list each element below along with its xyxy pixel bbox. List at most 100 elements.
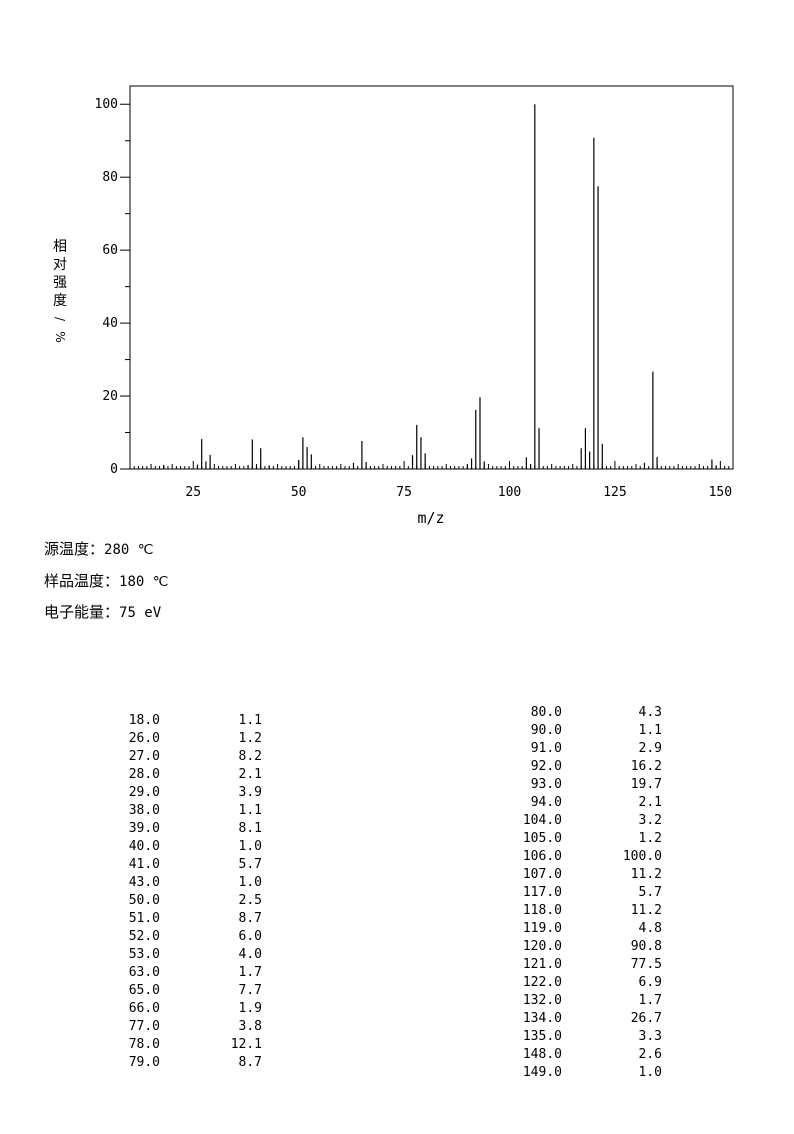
peak-abundance-value: 2.9: [638, 741, 662, 756]
peak-abundance-value: 77.5: [630, 957, 662, 972]
peak-mz-value: 122.0: [522, 975, 562, 990]
peak-table-row: 28.0 2.1: [110, 766, 270, 784]
peak-table-right: 80.0 4.3 90.0 1.1 91.0 2.9 92.0 16.2 93.0 19.7 94.…: [500, 704, 670, 1082]
peak-abundance-value: 19.7: [630, 777, 662, 792]
peak-table-row: 65.0 7.7: [110, 982, 270, 1000]
peak-abundance-value: 3.3: [638, 1029, 662, 1044]
peak-table-row: 43.0 1.0: [110, 874, 270, 892]
peak-table-row: 38.0 1.1: [110, 802, 270, 820]
peak-mz-value: 53.0: [128, 947, 160, 962]
peak-table-row: 78.0 12.1: [110, 1036, 270, 1054]
peak-table-row: 40.0 1.0: [110, 838, 270, 856]
sample-temperature: 样品温度：180 ℃: [44, 570, 168, 591]
peak-table-row: 120.0 90.8: [500, 938, 670, 956]
peak-mz-value: 148.0: [522, 1047, 562, 1062]
peak-abundance-value: 1.2: [638, 831, 662, 846]
peak-table-row: 66.0 1.9: [110, 1000, 270, 1018]
peak-table-row: 118.0 11.2: [500, 902, 670, 920]
peak-abundance-value: 8.1: [238, 821, 262, 836]
peak-mz-value: 134.0: [522, 1011, 562, 1026]
y-axis-label-char: 对: [53, 257, 67, 273]
peak-mz-value: 91.0: [530, 741, 562, 756]
peak-mz-value: 106.0: [522, 849, 562, 864]
y-tick-label: 60: [102, 243, 118, 258]
mass-spectrum-chart: 25 50 75 100 125 150 0 20 40 60 80 100 m/z: [95, 85, 734, 527]
peak-abundance-value: 5.7: [638, 885, 662, 900]
peak-table-row: 18.0 1.1: [110, 712, 270, 730]
peak-mz-value: 18.0: [128, 713, 160, 728]
peak-table-row: 26.0 1.2: [110, 730, 270, 748]
peak-abundance-value: 1.1: [638, 723, 662, 738]
peak-mz-value: 50.0: [128, 893, 160, 908]
peak-mz-value: 117.0: [522, 885, 562, 900]
peak-table-row: 79.0 8.7: [110, 1054, 270, 1072]
peak-lines: [163, 104, 717, 469]
peak-mz-value: 107.0: [522, 867, 562, 882]
x-tick-label: 75: [396, 485, 412, 500]
peak-abundance-value: 11.2: [630, 867, 662, 882]
peak-mz-value: 132.0: [522, 993, 562, 1008]
peak-abundance-value: 1.7: [238, 965, 262, 980]
x-tick-label: 50: [291, 485, 307, 500]
x-tick-label: 150: [709, 485, 732, 500]
peak-table-row: 29.0 3.9: [110, 784, 270, 802]
peak-table-row: 107.0 11.2: [500, 866, 670, 884]
peak-table-row: 134.0 26.7: [500, 1010, 670, 1028]
peak-table-row: 93.0 19.7: [500, 776, 670, 794]
x-minor-ticks: [129, 461, 734, 469]
peak-mz-value: 43.0: [128, 875, 160, 890]
peak-mz-value: 66.0: [128, 1001, 160, 1016]
peak-table-row: 92.0 16.2: [500, 758, 670, 776]
peak-abundance-value: 2.6: [638, 1047, 662, 1062]
electron-energy: 电子能量：75 eV: [44, 601, 161, 622]
peak-mz-value: 40.0: [128, 839, 160, 854]
peak-table-left: 18.0 1.1 26.0 1.2 27.0 8.2 28.0 2.1 29.0 3.9 38.0 1…: [110, 712, 270, 1072]
peak-mz-value: 28.0: [128, 767, 160, 782]
peak-abundance-value: 26.7: [630, 1011, 662, 1026]
peak-abundance-value: 6.0: [238, 929, 262, 944]
peak-abundance-value: 2.1: [238, 767, 262, 782]
peak-table-row: 132.0 1.7: [500, 992, 670, 1010]
y-axis-label-char: 相: [53, 239, 67, 255]
peak-abundance-value: 3.8: [238, 1019, 262, 1034]
peak-table-row: 104.0 3.2: [500, 812, 670, 830]
peak-abundance-value: 3.2: [638, 813, 662, 828]
peak-mz-value: 93.0: [530, 777, 562, 792]
x-axis-label: m/z: [417, 509, 444, 527]
sample-temperature-value: 180 ℃: [119, 574, 169, 590]
peak-mz-value: 63.0: [128, 965, 160, 980]
y-axis-label-char: 强: [53, 275, 67, 291]
peak-table-row: 80.0 4.3: [500, 704, 670, 722]
peak-mz-value: 52.0: [128, 929, 160, 944]
peak-abundance-value: 100.0: [622, 849, 662, 864]
peak-mz-value: 121.0: [522, 957, 562, 972]
peak-table-row: 51.0 8.7: [110, 910, 270, 928]
y-tick-label: 100: [95, 97, 118, 112]
peak-abundance-value: 1.0: [238, 839, 262, 854]
peak-table-row: 27.0 8.2: [110, 748, 270, 766]
peak-table-row: 105.0 1.2: [500, 830, 670, 848]
peak-mz-value: 120.0: [522, 939, 562, 954]
plot-frame: [129, 85, 734, 470]
peak-abundance-value: 5.7: [238, 857, 262, 872]
peak-abundance-value: 6.9: [638, 975, 662, 990]
sample-temperature-label: 样品温度：: [44, 572, 120, 590]
peak-abundance-value: 1.7: [638, 993, 662, 1008]
peak-abundance-value: 16.2: [630, 759, 662, 774]
peak-abundance-value: 3.9: [238, 785, 262, 800]
peak-abundance-value: 2.5: [238, 893, 262, 908]
peak-abundance-value: 7.7: [238, 983, 262, 998]
peak-abundance-value: 11.2: [630, 903, 662, 918]
peak-abundance-value: 90.8: [630, 939, 662, 954]
peak-mz-value: 104.0: [522, 813, 562, 828]
peak-table-row: 77.0 3.8: [110, 1018, 270, 1036]
peak-abundance-value: 4.3: [638, 705, 662, 720]
y-tick-label: 80: [102, 170, 118, 185]
peak-mz-value: 80.0: [530, 705, 562, 720]
peak-abundance-value: 1.1: [238, 713, 262, 728]
y-tick-label: 40: [102, 316, 118, 331]
peak-mz-value: 38.0: [128, 803, 160, 818]
peak-abundance-value: 4.0: [238, 947, 262, 962]
x-tick-label: 125: [603, 485, 626, 500]
peak-mz-value: 39.0: [128, 821, 160, 836]
